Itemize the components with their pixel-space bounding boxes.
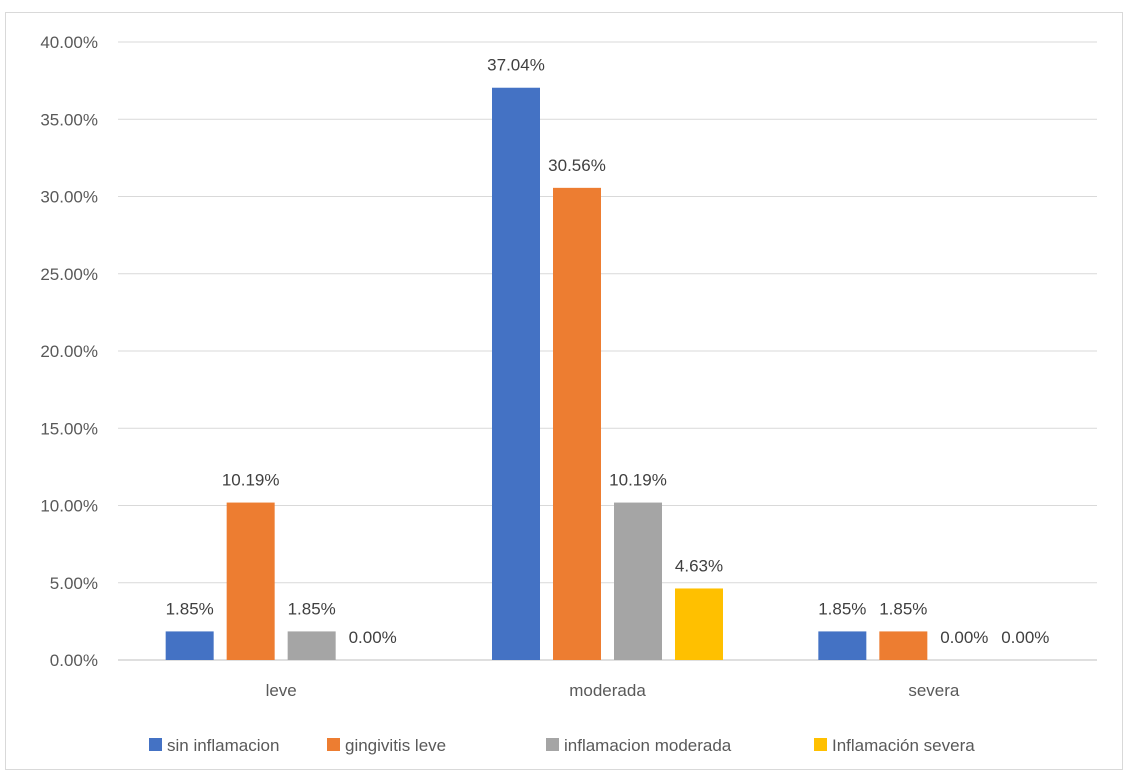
category-label: moderada [569, 681, 646, 700]
legend-label: inflamacion moderada [564, 736, 732, 755]
category-label: leve [266, 681, 297, 700]
bar [165, 631, 214, 660]
data-label: 0.00% [349, 628, 397, 647]
y-tick-label: 25.00% [40, 265, 98, 284]
y-tick-label: 5.00% [50, 574, 98, 593]
bar [492, 87, 540, 661]
legend-swatch [546, 738, 559, 751]
legend-label: Inflamación severa [832, 736, 975, 755]
data-label: 1.85% [818, 599, 866, 618]
y-tick-label: 35.00% [40, 110, 98, 129]
y-tick-label: 20.00% [40, 342, 98, 361]
bar [226, 502, 275, 660]
y-tick-label: 0.00% [50, 651, 98, 670]
bar [879, 631, 928, 660]
category-label: severa [908, 681, 960, 700]
data-label: 4.63% [675, 556, 723, 575]
data-label: 10.19% [222, 471, 280, 490]
legend-swatch [149, 738, 162, 751]
bar [675, 588, 723, 660]
legend-swatch [327, 738, 340, 751]
y-tick-label: 10.00% [40, 497, 98, 516]
bar [818, 631, 867, 660]
data-label: 30.56% [548, 156, 606, 175]
data-label: 1.85% [879, 599, 927, 618]
bar [287, 631, 336, 660]
y-tick-label: 40.00% [40, 33, 98, 52]
legend-label: gingivitis leve [345, 736, 446, 755]
bar [614, 502, 662, 660]
data-label: 0.00% [940, 628, 988, 647]
y-tick-label: 30.00% [40, 188, 98, 207]
bar [553, 187, 601, 660]
data-label: 37.04% [487, 56, 545, 75]
data-label: 0.00% [1001, 628, 1049, 647]
y-tick-label: 15.00% [40, 419, 98, 438]
legend-label: sin inflamacion [167, 736, 279, 755]
data-label: 1.85% [166, 599, 214, 618]
data-label: 10.19% [609, 471, 667, 490]
data-label: 1.85% [288, 599, 336, 618]
legend-swatch [814, 738, 827, 751]
